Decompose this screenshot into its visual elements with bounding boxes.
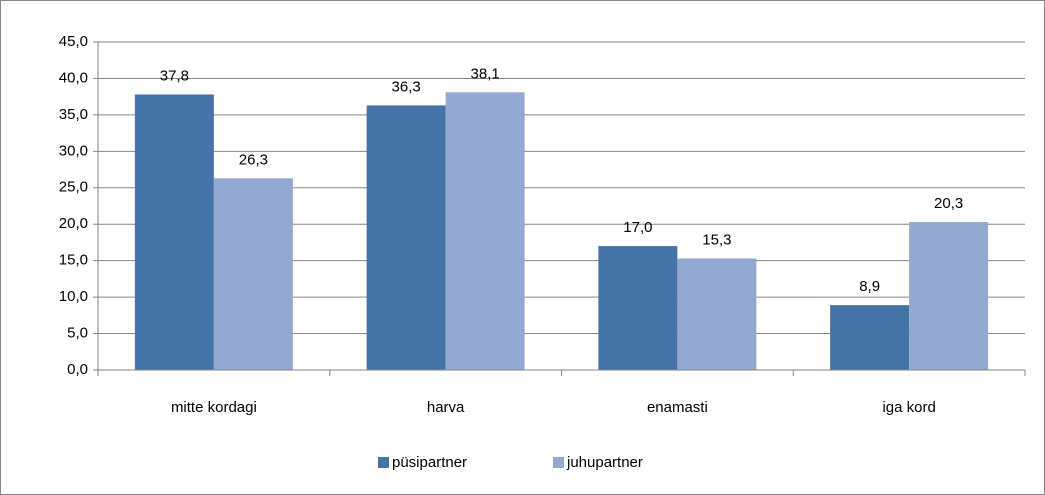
bar <box>445 92 525 370</box>
x-tick-label: iga kord <box>882 399 935 416</box>
bar <box>909 222 989 370</box>
y-tick-label: 45,0 <box>59 33 88 50</box>
legend-swatch <box>378 457 389 468</box>
bar <box>598 246 678 370</box>
y-tick-label: 20,0 <box>59 215 88 232</box>
data-label: 20,3 <box>934 195 963 212</box>
data-label: 26,3 <box>239 151 268 168</box>
bar <box>134 94 214 370</box>
bar <box>213 178 293 370</box>
data-label: 37,8 <box>160 67 189 84</box>
y-tick-label: 15,0 <box>59 252 88 269</box>
y-tick-label: 5,0 <box>67 325 88 342</box>
bar <box>830 305 910 370</box>
bar <box>366 105 446 370</box>
data-label: 17,0 <box>623 219 652 236</box>
x-tick-label: harva <box>427 399 465 416</box>
x-tick-label: enamasti <box>647 399 708 416</box>
bar <box>677 258 757 370</box>
legend-swatch <box>553 457 564 468</box>
y-tick-label: 10,0 <box>59 288 88 305</box>
x-tick-label: mitte kordagi <box>171 399 257 416</box>
data-label: 36,3 <box>392 78 421 95</box>
y-tick-label: 30,0 <box>59 142 88 159</box>
data-label: 15,3 <box>702 231 731 248</box>
data-label: 8,9 <box>859 278 880 295</box>
y-tick-label: 0,0 <box>67 361 88 378</box>
y-tick-label: 35,0 <box>59 106 88 123</box>
y-tick-label: 25,0 <box>59 179 88 196</box>
legend-label: püsipartner <box>392 454 467 471</box>
y-tick-label: 40,0 <box>59 69 88 86</box>
data-label: 38,1 <box>471 65 500 82</box>
legend-label: juhupartner <box>566 454 643 471</box>
